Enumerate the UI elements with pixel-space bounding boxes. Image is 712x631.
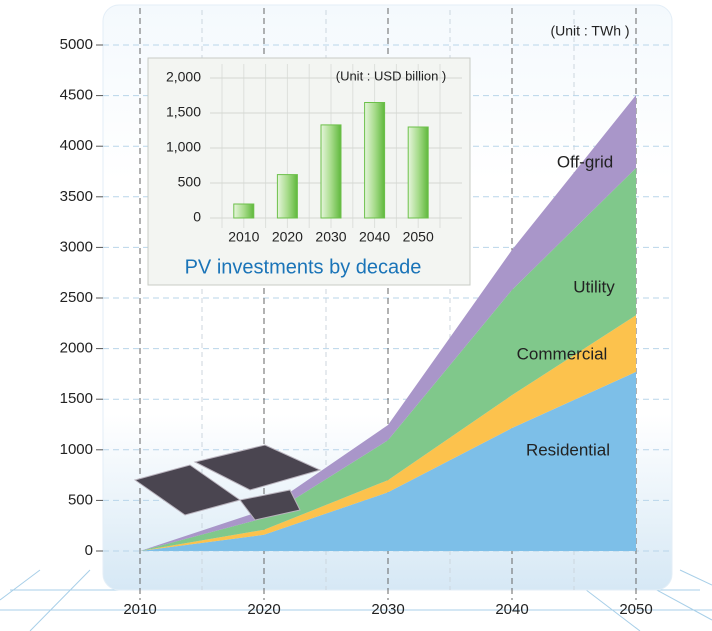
inset-y-tick-label: 1,500 (166, 104, 201, 120)
bar (407, 126, 429, 219)
x-tick-label: 2050 (619, 601, 652, 618)
x-tick-label: 2030 (371, 601, 404, 618)
series-label: Commercial (517, 344, 608, 363)
inset-title: PV investments by decade (185, 256, 422, 278)
y-tick-label: 2500 (60, 289, 93, 306)
inset-x-tick-label: 2030 (315, 229, 346, 245)
y-tick-label: 500 (68, 491, 93, 508)
x-tick-label: 2010 (123, 601, 156, 618)
inset-x-tick-label: 2010 (228, 229, 259, 245)
y-tick-label: 0 (85, 542, 93, 559)
y-tick-label: 3500 (60, 188, 93, 205)
series-label: Utility (573, 277, 615, 296)
x-tick-label: 2020 (247, 601, 280, 618)
series-label: Residential (526, 440, 610, 459)
y-tick-label: 3000 (60, 238, 93, 255)
inset-y-tick-label: 2,000 (166, 69, 201, 85)
unit-label: (Unit : TWh ) (550, 23, 629, 39)
inset-x-tick-label: 2050 (403, 229, 434, 245)
bar (233, 203, 255, 219)
inset-unit: (Unit : USD billion ) (336, 68, 447, 83)
area (140, 371, 636, 551)
inset-y-tick-label: 1,000 (166, 139, 201, 155)
y-tick-label: 2000 (60, 340, 93, 357)
inset-y-tick-label: 0 (193, 209, 201, 225)
y-tick-label: 1000 (60, 441, 93, 458)
solar-panel (133, 444, 322, 521)
inset-x-tick-label: 2040 (359, 229, 390, 245)
area (140, 167, 636, 551)
inset-x-tick-label: 2020 (272, 229, 303, 245)
bar (364, 102, 386, 219)
y-tick-label: 4500 (60, 87, 93, 104)
bar (320, 124, 342, 219)
x-tick-label: 2040 (495, 601, 528, 618)
y-tick-label: 4000 (60, 137, 93, 154)
bar (276, 174, 298, 219)
y-tick-label: 5000 (60, 36, 93, 53)
inset-y-tick-label: 500 (178, 174, 202, 190)
y-tick-label: 1500 (60, 390, 93, 407)
series-label: Off-grid (557, 152, 613, 171)
